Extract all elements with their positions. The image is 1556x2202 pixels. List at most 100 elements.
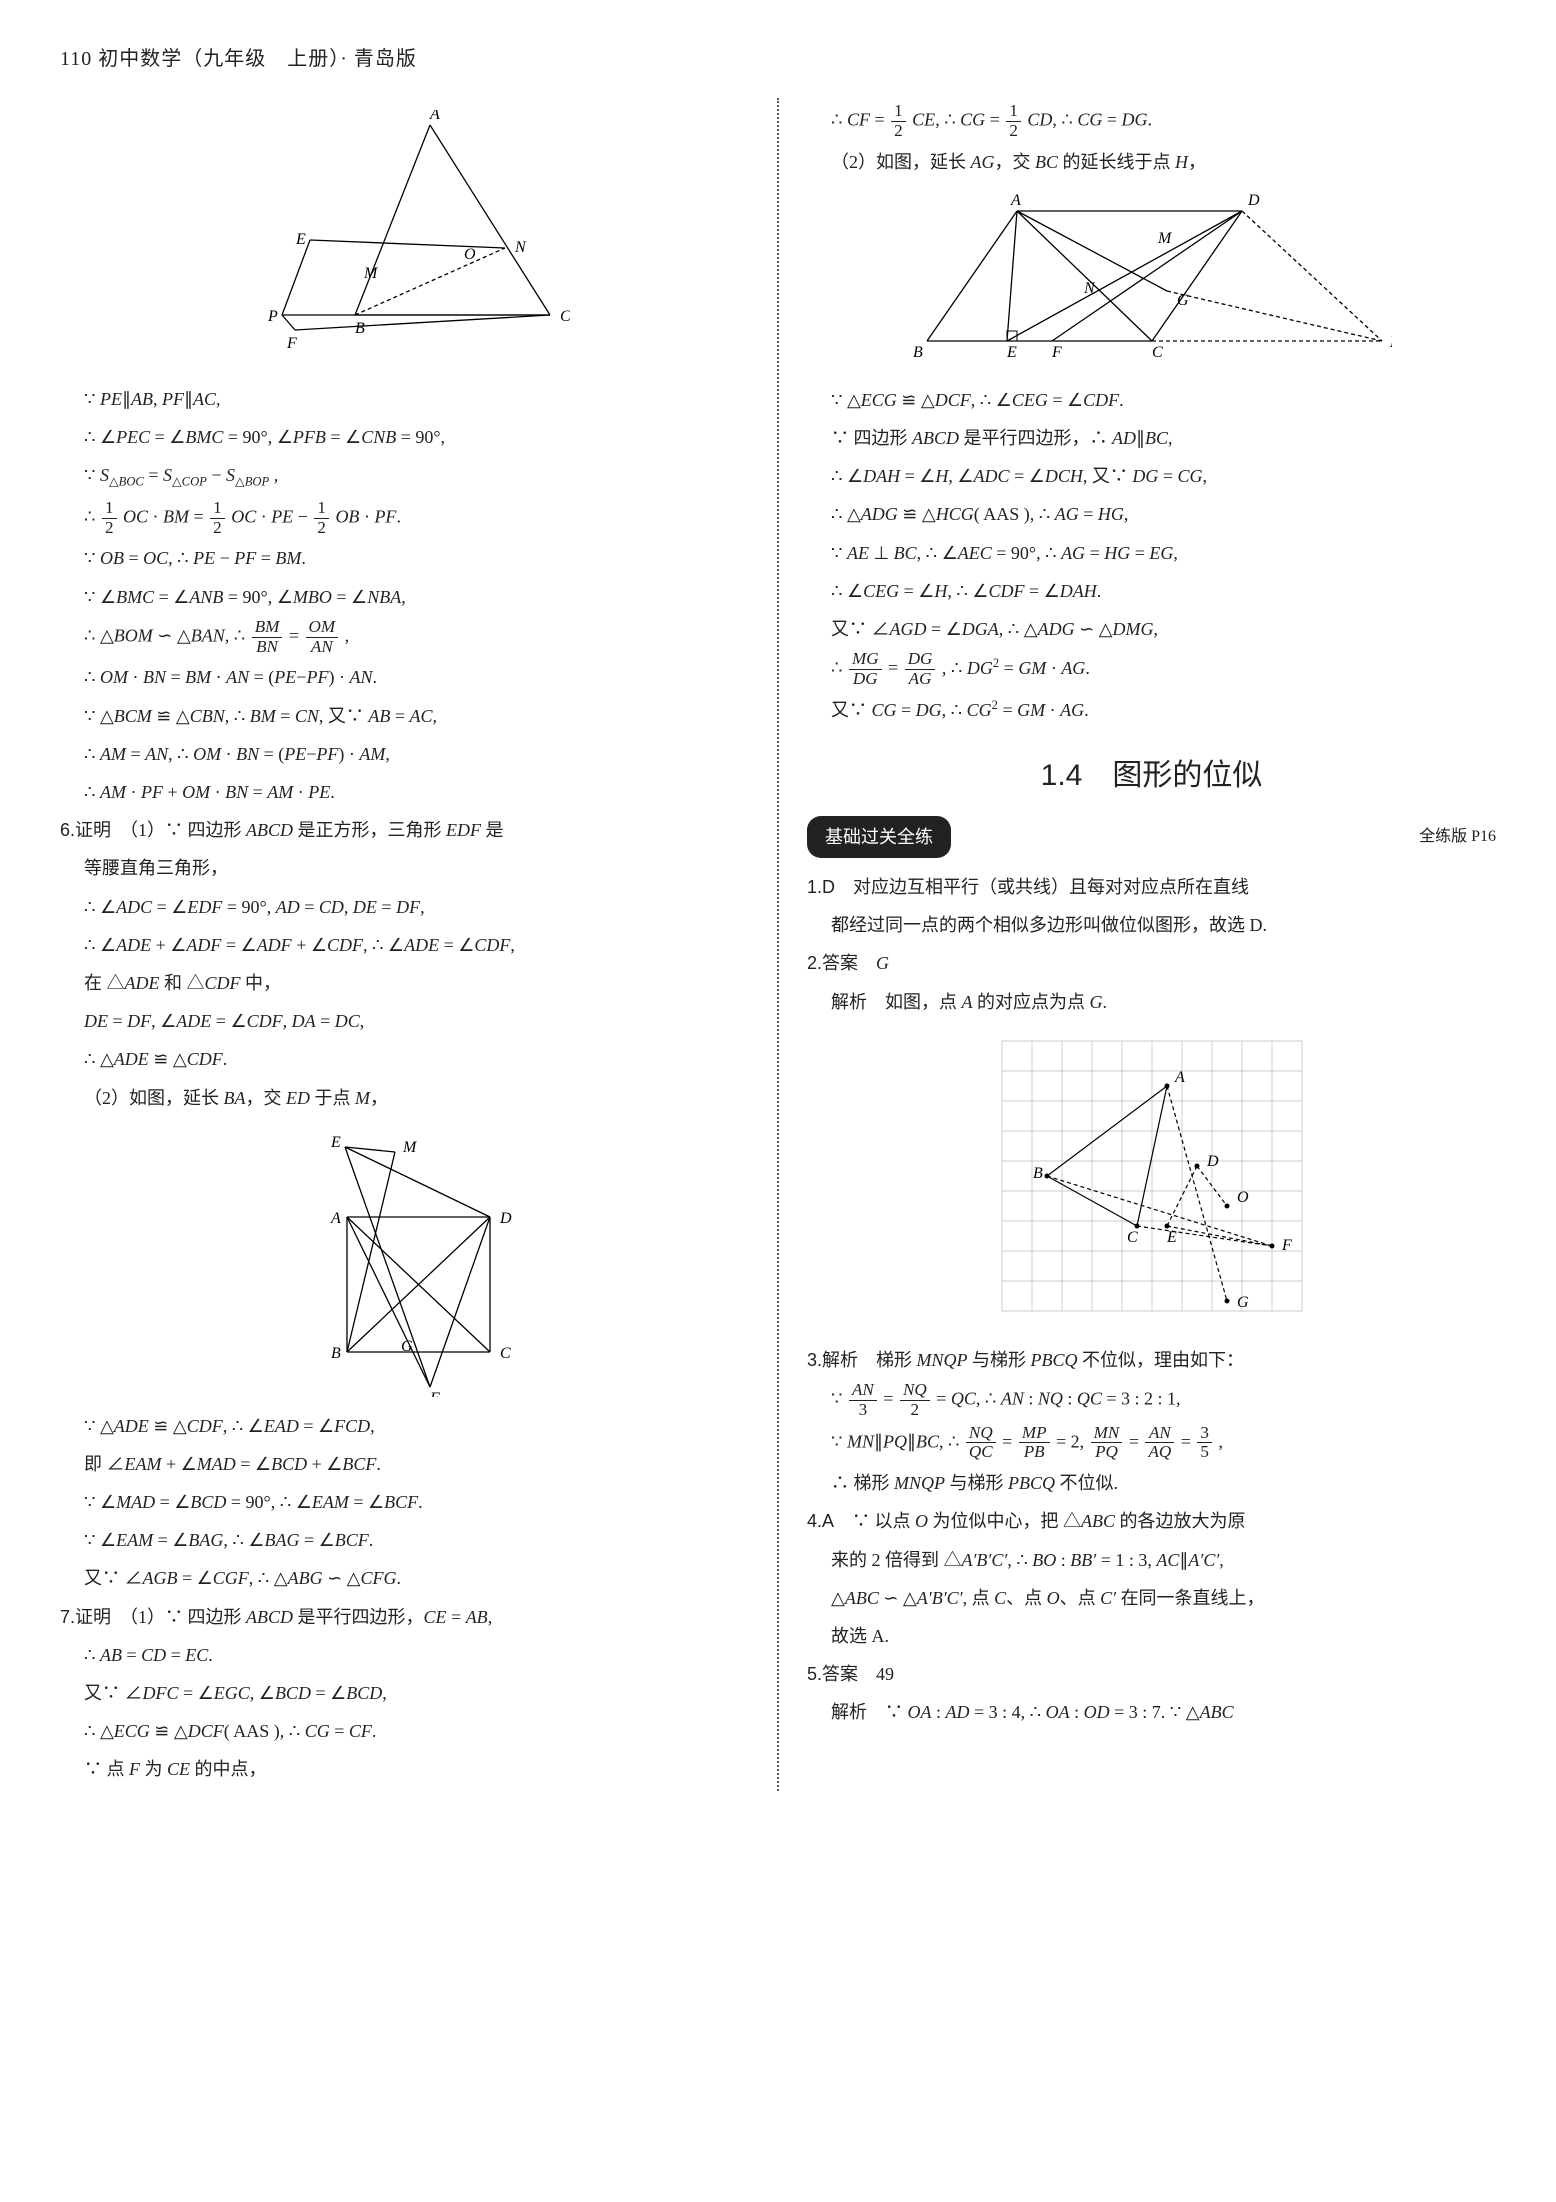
proof-line: ∴ ∠PEC = ∠BMC = 90°, ∠PFB = ∠CNB = 90°, [60, 420, 749, 454]
svg-text:A: A [330, 1210, 341, 1227]
proof-line: △ABC ∽ △A′B′C′, 点 C、点 O、点 C′ 在同一条直线上， [807, 1581, 1496, 1615]
svg-text:G: G [1237, 1294, 1249, 1311]
q6-line-b: 等腰直角三角形， [60, 851, 749, 885]
proof-line: 又∵ ∠AGB = ∠CGF, ∴ △ABG ∽ △CFG. [60, 1561, 749, 1595]
proof-line: 又∵ ∠AGD = ∠DGA, ∴ △ADG ∽ △DMG, [807, 612, 1496, 646]
svg-text:C: C [500, 1345, 511, 1362]
proof-line: ∴ ∠DAH = ∠H, ∠ADC = ∠DCH, 又∵ DG = CG, [807, 459, 1496, 493]
proof-line: ∴ ∠ADE + ∠ADF = ∠ADF + ∠CDF, ∴ ∠ADE = ∠C… [60, 928, 749, 962]
section-title-1-4: 1.4 图形的位似 [807, 747, 1496, 804]
svg-text:D: D [1206, 1153, 1219, 1170]
proof-line: ∵ S△BOC = S△COP − S△BOP , [60, 458, 749, 495]
svg-text:A: A [429, 110, 440, 123]
svg-text:F: F [429, 1390, 440, 1397]
svg-text:B: B [355, 320, 365, 337]
q4-heading: 4.A ∵ 以点 O 为位似中心，把 △ABC 的各边放大为原 [807, 1504, 1496, 1538]
svg-text:D: D [499, 1210, 512, 1227]
proof-line: DE = DF, ∠ADE = ∠CDF, DA = DC, [60, 1004, 749, 1038]
proof-line: ∵ 四边形 ABCD 是平行四边形，∴ AD∥BC, [807, 421, 1496, 455]
proof-line: ∵ ∠EAM = ∠BAG, ∴ ∠BAG = ∠BCF. [60, 1523, 749, 1557]
proof-line: ∴ AM · PF + OM · BN = AM · PE. [60, 775, 749, 809]
svg-text:E: E [330, 1134, 341, 1151]
svg-text:N: N [1083, 280, 1096, 297]
svg-text:B: B [913, 344, 923, 361]
svg-text:A: A [1010, 192, 1021, 209]
svg-text:C: C [560, 308, 570, 325]
q7-heading: 7.证明 （1）∵ 四边形 ABCD 是平行四边形，CE = AB, [60, 1600, 749, 1634]
svg-text:A: A [1174, 1069, 1185, 1086]
proof-line: ∵ PE∥AB, PF∥AC, [60, 382, 749, 416]
eq-an-nq: ∵ AN3 = NQ2 = QC, ∴ AN : NQ : QC = 3 : 2… [807, 1381, 1496, 1420]
proof-line: ∵ ∠BMC = ∠ANB = 90°, ∠MBO = ∠NBA, [60, 580, 749, 614]
page-header: 110 初中数学（九年级 上册）· 青岛版 [60, 40, 1496, 78]
svg-text:M: M [402, 1139, 418, 1156]
svg-text:B: B [331, 1345, 341, 1362]
q3-last: ∴ 梯形 MNQP 与梯形 PBCQ 不位似. [807, 1466, 1496, 1500]
right-column: ∴ CF = 12 CE, ∴ CG = 12 CD, ∴ CG = DG. （… [807, 98, 1496, 1791]
svg-text:M: M [1157, 230, 1173, 247]
proof-line: ∵ 点 F 为 CE 的中点， [60, 1752, 749, 1786]
svg-text:E: E [295, 231, 306, 248]
svg-text:E: E [1006, 344, 1017, 361]
proof-line: 来的 2 倍得到 △A′B′C′, ∴ BO : BB′ = 1 : 3, AC… [807, 1543, 1496, 1577]
eq-mg-dg: ∴ MGDG = DGAG , ∴ DG2 = GM · AG. [807, 650, 1496, 689]
figure-1-triangle: A E M O N PF B C [60, 110, 749, 370]
svg-text:O: O [464, 246, 476, 263]
proof-line: ∴ △ADE ≌ △CDF. [60, 1042, 749, 1076]
eq-half-oc-bm: ∴ 12 OC · BM = 12 OC · PE − 12 OB · PF. [60, 499, 749, 538]
svg-text:B: B [1033, 1165, 1043, 1182]
svg-text:H: H [1389, 334, 1392, 351]
left-column: AEMONPFBC ∵ PE∥AB, PF∥AC,∴ ∠PEC = ∠BMC =… [60, 98, 749, 1791]
svg-text:G: G [1177, 292, 1189, 309]
proof-line: ∵ ∠MAD = ∠BCD = 90°, ∴ ∠EAM = ∠BCF. [60, 1485, 749, 1519]
proof-line: ∴ △ECG ≌ △DCF( AAS ), ∴ CG = CF. [60, 1714, 749, 1748]
svg-text:C: C [1127, 1229, 1138, 1246]
eq-bom-ban: ∴ △BOM ∽ △BAN, ∴ BMBN = OMAN , [60, 618, 749, 657]
page-reference: 全练版 P16 [1419, 822, 1496, 852]
proof-line: ∴ △ADG ≌ △HCG( AAS ), ∴ AG = HG, [807, 497, 1496, 531]
q2-answer: 2.答案 G [807, 946, 1496, 980]
svg-text:P: P [267, 308, 278, 325]
proof-line: ∵ △ADE ≌ △CDF, ∴ ∠EAD = ∠FCD, [60, 1409, 749, 1443]
q1-line: 1.D 对应边互相平行（或共线）且每对对应点所在直线 [807, 870, 1496, 904]
svg-text:D: D [1247, 192, 1260, 209]
proof-line: ∵ △BCM ≌ △CBN, ∴ BM = CN, 又∵ AB = AC, [60, 699, 749, 733]
svg-text:F: F [1281, 1237, 1292, 1254]
proof-line: 又∵ ∠DFC = ∠EGC, ∠BCD = ∠BCD, [60, 1676, 749, 1710]
eq-mn-pq: ∵ MN∥PQ∥BC, ∴ NQQC = MPPB = 2, MNPQ = AN… [807, 1424, 1496, 1463]
svg-text:F: F [286, 335, 297, 352]
proof-line: ∵ AE ⊥ BC, ∴ ∠AEC = 90°, ∴ AG = HG = EG, [807, 536, 1496, 570]
svg-text:O: O [1237, 1189, 1249, 1206]
q1-line2: 都经过同一点的两个相似多边形叫做位似图形，故选 D. [807, 908, 1496, 942]
two-column-layout: AEMONPFBC ∵ PE∥AB, PF∥AC,∴ ∠PEC = ∠BMC =… [60, 98, 1496, 1791]
figure-2-square: E M A D B G C F [60, 1127, 749, 1397]
svg-text:E: E [1166, 1229, 1177, 1246]
proof-line: ∵ △ECG ≌ △DCF, ∴ ∠CEG = ∠CDF. [807, 383, 1496, 417]
svg-text:N: N [514, 239, 527, 256]
svg-text:G: G [401, 1338, 413, 1355]
svg-text:C: C [1152, 344, 1163, 361]
r-extend-line: （2）如图，延长 AG，交 BC 的延长线于点 H， [807, 145, 1496, 179]
pill-basic-practice: 基础过关全练 [807, 816, 951, 858]
svg-text:F: F [1051, 344, 1062, 361]
column-divider [777, 98, 779, 1791]
proof-line: ∴ ∠CEG = ∠H, ∴ ∠CDF = ∠DAH. [807, 574, 1496, 608]
proof-line: （2）如图，延长 BA，交 ED 于点 M， [60, 1081, 749, 1115]
pill-row: 基础过关全练 全练版 P16 [807, 816, 1496, 858]
proof-line: 即 ∠EAM + ∠MAD = ∠BCD + ∠BCF. [60, 1447, 749, 1481]
eq-cf-half-ce: ∴ CF = 12 CE, ∴ CG = 12 CD, ∴ CG = DG. [807, 102, 1496, 141]
svg-text:M: M [363, 265, 379, 282]
figure-4-grid: A B D C E O F G [807, 1031, 1496, 1331]
proof-line: 故选 A. [807, 1619, 1496, 1653]
proof-line: ∴ ∠ADC = ∠EDF = 90°, AD = CD, DE = DF, [60, 890, 749, 924]
q2-exp: 解析 如图，点 A 的对应点为点 G. [807, 985, 1496, 1019]
proof-line: ∴ OM · BN = BM · AN = (PE−PF) · AN. [60, 660, 749, 694]
proof-line: ∵ OB = OC, ∴ PE − PF = BM. [60, 541, 749, 575]
q5-answer: 5.答案 49 [807, 1657, 1496, 1691]
q5-exp: 解析 ∵ OA : AD = 3 : 4, ∴ OA : OD = 3 : 7.… [807, 1695, 1496, 1729]
proof-line: ∴ AM = AN, ∴ OM · BN = (PE−PF) · AM, [60, 737, 749, 771]
q6-heading: 6.证明 （1）∵ 四边形 ABCD 是正方形，三角形 EDF 是 [60, 813, 749, 847]
proof-line: ∴ AB = CD = EC. [60, 1638, 749, 1672]
figure-3-parallelogram: A D M N G B E F C H [807, 191, 1496, 371]
q3-heading: 3.解析 梯形 MNQP 与梯形 PBCQ 不位似，理由如下： [807, 1343, 1496, 1377]
